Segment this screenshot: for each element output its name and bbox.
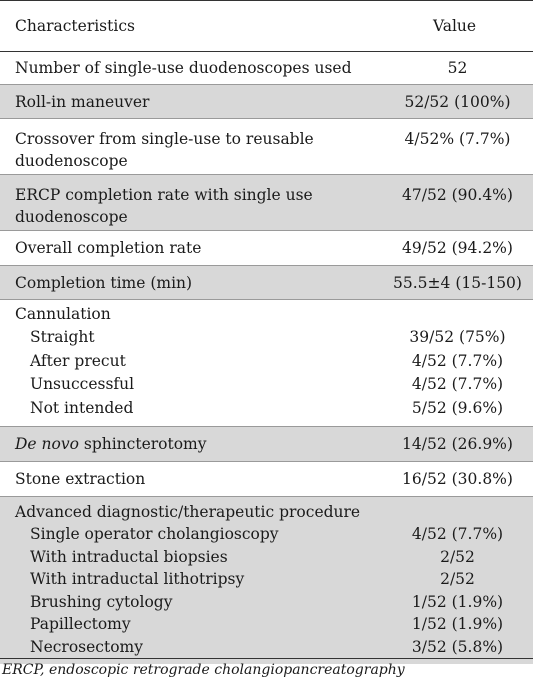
sub-row-value: 39/52 (75%) (409, 328, 506, 346)
table-row: Crossover from single-use to reusable du… (0, 119, 533, 175)
sub-row-value: 5/52 (9.6%) (411, 398, 504, 417)
table-header: Characteristics Value (0, 0, 533, 52)
row-value: 55.5±4 (15-150) (393, 273, 522, 292)
row-label-line: Crossover from single-use to reusable (15, 130, 314, 148)
row-label: Number of single-use duodenoscopes used (15, 59, 352, 77)
table-row: Number of single-use duodenoscopes used … (0, 52, 533, 85)
sub-row-value: 3/52 (5.8%) (411, 637, 504, 656)
sub-row: Single operator cholangioscopy 4/52 (7.7… (0, 523, 533, 546)
row-label: Advanced diagnostic/therapeutic procedur… (15, 503, 361, 521)
table-row: Completion time (min) 55.5±4 (15-150) (0, 266, 533, 300)
row-label: Stone extraction (15, 470, 146, 488)
sub-row-value: 2/52 (440, 547, 475, 566)
row-label: Completion time (min) (15, 273, 193, 292)
sub-row-value: 4/52 (7.7%) (411, 525, 504, 543)
row-value: 52 (447, 59, 468, 77)
sub-row-value: 4/52 (7.7%) (411, 351, 504, 370)
sub-row-label: Necrosectomy (30, 637, 143, 656)
sub-row-label: After precut (30, 351, 126, 370)
sub-row: Straight 39/52 (75%) (0, 326, 533, 350)
table-row-group: Advanced diagnostic/therapeutic procedur… (0, 497, 533, 664)
header-value: Value (432, 17, 477, 35)
group-heading: Cannulation (0, 303, 533, 326)
sub-row-label: With intraductal biopsies (30, 547, 228, 566)
sub-row: Not intended 5/52 (9.6%) (0, 397, 533, 421)
sub-row: Brushing cytology 1/52 (1.9%) (0, 591, 533, 614)
sub-row: After precut 4/52 (7.7%) (0, 350, 533, 374)
sub-row: Necrosectomy 3/52 (5.8%) (0, 636, 533, 659)
sub-row: With intraductal biopsies 2/52 (0, 546, 533, 569)
row-value: 4/52% (7.7%) (404, 130, 511, 148)
sub-row-label: Brushing cytology (30, 592, 173, 611)
table-footnote: ERCP, endoscopic retrograde cholangiopan… (0, 658, 533, 678)
table-row: De novo sphincterotomy 14/52 (26.9%) (0, 427, 533, 462)
sub-row: Papillectomy 1/52 (1.9%) (0, 613, 533, 636)
table-row: Stone extraction 16/52 (30.8%) (0, 462, 533, 497)
row-label: ERCP completion rate with single use duo… (0, 184, 390, 230)
sub-row-value: 1/52 (1.9%) (411, 592, 504, 611)
group-heading: Advanced diagnostic/therapeutic procedur… (0, 501, 533, 523)
row-value: 47/52 (90.4%) (402, 186, 513, 204)
sub-row: Unsuccessful 4/52 (7.7%) (0, 373, 533, 397)
table-row: ERCP completion rate with single use duo… (0, 175, 533, 231)
row-label-line: duodenoscope (15, 208, 128, 226)
row-value: 14/52 (26.9%) (402, 435, 513, 453)
sub-row-label: Single operator cholangioscopy (30, 525, 279, 543)
sub-row-value: 4/52 (7.7%) (411, 375, 504, 393)
row-value: 16/52 (30.8%) (402, 470, 513, 488)
row-label: Overall completion rate (15, 239, 202, 257)
sub-row-label: With intraductal lithotripsy (30, 570, 245, 588)
row-label-rest: sphincterotomy (78, 435, 207, 453)
sub-row-value: 1/52 (1.9%) (411, 615, 504, 633)
sub-row-label: Not intended (30, 398, 134, 417)
characteristics-table: Characteristics Value Number of single-u… (0, 0, 533, 664)
table-row: Overall completion rate 49/52 (94.2%) (0, 231, 533, 266)
row-value: 49/52 (94.2%) (402, 239, 513, 257)
header-characteristics: Characteristics (15, 17, 135, 35)
sub-row: With intraductal lithotripsy 2/52 (0, 568, 533, 591)
row-label-line: duodenoscope (15, 152, 128, 170)
table-row-group: Cannulation Straight 39/52 (75%) After p… (0, 300, 533, 427)
row-label: De novo sphincterotomy (0, 433, 390, 455)
row-value: 52/52 (100%) (404, 92, 511, 111)
sub-row-label: Papillectomy (30, 615, 131, 633)
sub-row-label: Straight (30, 328, 95, 346)
sub-row-value: 2/52 (440, 570, 475, 588)
row-label-italic: De novo (15, 435, 79, 453)
sub-row-label: Unsuccessful (30, 375, 135, 393)
table-row: Roll-in maneuver 52/52 (100%) (0, 85, 533, 119)
row-label-line: ERCP completion rate with single use (15, 186, 313, 204)
row-label: Cannulation (15, 305, 111, 323)
row-label: Crossover from single-use to reusable du… (0, 128, 390, 174)
row-label: Roll-in maneuver (15, 92, 150, 111)
